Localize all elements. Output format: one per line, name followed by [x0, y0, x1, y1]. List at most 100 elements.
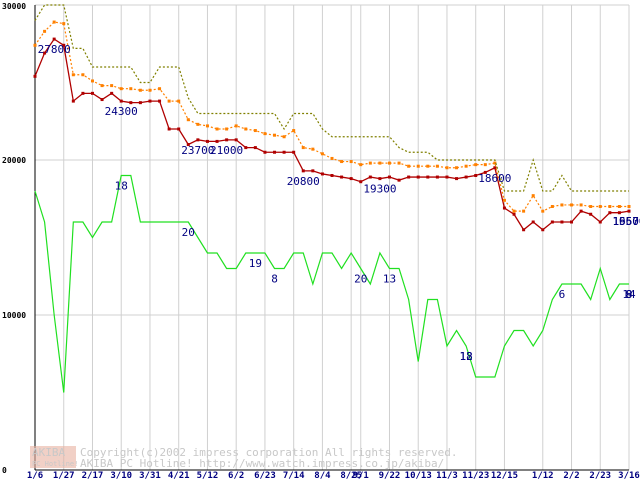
series-point-0	[560, 220, 564, 224]
series-point-1	[100, 84, 104, 88]
series-point-1	[340, 160, 344, 164]
series-point-0	[359, 180, 363, 184]
series-point-0	[205, 139, 209, 143]
series-point-1	[90, 79, 94, 83]
series-point-0	[570, 220, 574, 224]
x-tick-label: 12/15	[491, 471, 518, 480]
series-point-0	[215, 139, 219, 143]
series-point-0	[455, 177, 459, 181]
series-point-1	[119, 87, 123, 91]
x-tick-label: 3/31	[139, 471, 161, 480]
series-point-1	[273, 133, 277, 137]
data-label: 19300	[363, 183, 396, 196]
watermark-badge-bottom: PC Hotline!	[32, 460, 78, 468]
series-point-1	[426, 164, 430, 168]
series-point-1	[158, 87, 162, 91]
series-point-1	[416, 164, 420, 168]
x-tick-label: 1/12	[532, 471, 554, 480]
series-point-0	[464, 175, 468, 179]
series-point-0	[627, 209, 631, 213]
series-point-0	[119, 99, 123, 103]
series-point-1	[349, 160, 353, 164]
x-tick-labels: 1/6 1/27 2/17 3/10 3/31 4/21 5/12 6/2 6/23 7/14 8/…	[27, 471, 640, 480]
series-point-0	[407, 175, 411, 179]
series-point-1	[387, 161, 391, 165]
data-label: 18	[115, 180, 128, 193]
series-point-0	[311, 169, 315, 173]
series-point-0	[62, 43, 66, 47]
series-point-0	[71, 99, 75, 103]
data-label: 24300	[105, 105, 138, 118]
watermark-line2: AKIBA PC Hotline! http://www.watch.impre…	[80, 457, 444, 470]
series-point-0	[531, 220, 535, 224]
series-point-0	[340, 175, 344, 179]
series-point-1	[502, 198, 506, 202]
y-tick-label: 0	[2, 466, 7, 475]
series-point-1	[244, 127, 248, 131]
x-tick-label: 6/23	[254, 471, 276, 480]
series-point-0	[320, 172, 324, 176]
series-point-1	[71, 73, 75, 77]
series-point-0	[138, 101, 142, 105]
data-label: 18	[460, 350, 473, 363]
x-tick-label: 9/22	[379, 471, 401, 480]
series-point-0	[244, 146, 248, 150]
series-point-1	[598, 205, 602, 208]
series-point-0	[282, 150, 286, 154]
data-label: 6	[559, 288, 566, 301]
data-label: 14	[622, 288, 636, 301]
series-point-0	[167, 127, 171, 131]
series-point-1	[531, 194, 535, 198]
watermark-line1: Copyright(c)2002 impress corporation All…	[80, 446, 458, 459]
series-point-0	[196, 138, 200, 142]
series-point-1	[148, 88, 152, 92]
series-point-0	[110, 91, 114, 95]
series-point-0	[608, 211, 612, 215]
series-point-1	[186, 118, 190, 122]
series-point-0	[43, 51, 47, 55]
data-label: 13	[383, 273, 396, 286]
series-point-0	[474, 174, 478, 177]
series-point-1	[522, 209, 526, 213]
data-label: 23700	[181, 144, 214, 157]
series-point-1	[617, 205, 621, 208]
grid	[34, 4, 630, 471]
series-point-1	[397, 161, 401, 165]
data-label: 12	[460, 350, 473, 363]
series-point-0	[541, 228, 545, 232]
series-point-1	[43, 29, 47, 33]
series-point-1	[225, 127, 229, 131]
series-point-0	[493, 166, 497, 170]
series-point-0	[52, 37, 56, 41]
x-tick-label: 5/12	[197, 471, 219, 480]
x-tick-label: 11/23	[462, 471, 489, 480]
series-point-0	[129, 101, 133, 105]
series-point-1	[196, 122, 200, 126]
x-tick-label: 6/2	[228, 471, 244, 480]
x-tick-label: 9/1	[353, 471, 369, 480]
series-point-0	[90, 91, 94, 95]
series-point-0	[579, 209, 583, 213]
x-tick-label: 2/23	[589, 471, 611, 480]
series-point-1	[589, 205, 593, 208]
watermark: AKIBA PC Hotline! Copyright(c)2002 impre…	[30, 446, 458, 470]
data-label: 8	[626, 288, 633, 301]
series-point-0	[512, 212, 516, 216]
series-point-1	[512, 209, 516, 213]
x-tick-label: 3/10	[110, 471, 132, 480]
series-point-1	[359, 163, 363, 167]
y-tick-label: 30000	[2, 2, 26, 11]
x-tick-label: 2/17	[82, 471, 104, 480]
series-point-0	[301, 169, 305, 173]
series-point-0	[483, 170, 487, 174]
x-tick-label: 1/27	[53, 471, 75, 480]
series-point-0	[81, 91, 85, 95]
data-label: 27800	[38, 43, 71, 56]
series-point-1	[292, 129, 296, 133]
x-tick-label: 7/14	[283, 471, 305, 480]
data-label: 20	[354, 273, 367, 286]
series-point-1	[541, 209, 545, 213]
y-tick-label: 10000	[2, 311, 26, 320]
series-point-1	[579, 203, 583, 207]
series-point-1	[62, 22, 66, 26]
